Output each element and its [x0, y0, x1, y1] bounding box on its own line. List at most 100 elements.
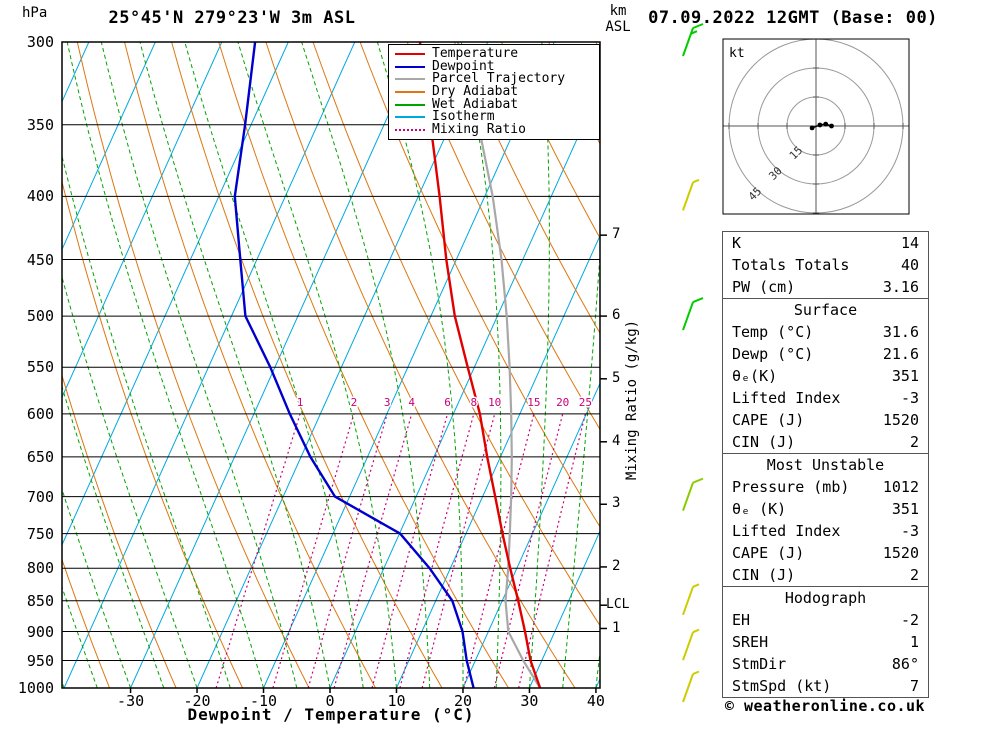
sounding-curves — [233, 42, 542, 688]
table-row-value: 31.6 — [882, 323, 919, 341]
pressure-tick-label: 900 — [26, 622, 54, 641]
table-row-label: Pressure (mb) — [732, 478, 850, 496]
table-row-value: 1520 — [882, 544, 919, 562]
table-row-label: CAPE (J) — [732, 411, 805, 429]
table-row-value: 7 — [909, 677, 919, 695]
station-title: 25°45'N 279°23'W 3m ASL — [108, 8, 356, 28]
table-row: Pressure (mb) 1012 — [723, 476, 928, 498]
stats-table: K 14 Totals Totals 40 PW (cm) 3.16 Surface Temp… — [722, 231, 929, 698]
legend-label: Mixing Ratio — [432, 121, 526, 137]
table-section-title: Surface — [793, 301, 858, 319]
temp-tick-label: -10 — [249, 692, 278, 710]
table-row-label: CIN (J) — [732, 566, 796, 584]
table-row-label: K — [732, 234, 742, 252]
mixing-ratio-value-label: 15 — [527, 396, 540, 409]
table-row-label: θₑ (K) — [732, 500, 787, 518]
wet-adiabat-line — [100, 42, 298, 688]
lcl-label: LCL — [606, 597, 630, 613]
table-row-label: θₑ(K) — [732, 367, 778, 385]
table-row-value: 40 — [900, 256, 919, 274]
isotherm-line — [196, 42, 489, 688]
table-row-value: 2 — [909, 566, 919, 584]
hodograph-point — [823, 121, 829, 127]
legend-swatch-isotherm — [395, 116, 425, 119]
wet-adiabat-line — [62, 275, 198, 688]
temperature-curve — [418, 42, 542, 688]
wind-barb — [682, 628, 700, 661]
mixing-ratio-value-label: 1 — [297, 396, 304, 409]
pressure-tick-label: 600 — [26, 404, 54, 423]
hodograph-unit-label: kt — [729, 46, 745, 61]
mixing-ratio-value-label: 6 — [444, 396, 451, 409]
dry-adiabat-line — [453, 42, 600, 335]
legend: Temperature Dewpoint Parcel Trajectory Dry … — [388, 44, 600, 141]
run-datetime-title: 07.09.2022 12GMT (Base: 00) — [648, 8, 938, 28]
table-section: K 14 Totals Totals 40 PW (cm) 3.16 — [722, 231, 929, 299]
table-row: StmSpd (kt) 7 — [723, 675, 928, 697]
hodograph-ring-label: 15 — [787, 144, 806, 163]
table-section-title: Hodograph — [784, 589, 867, 607]
footer-credit: © weatheronline.co.uk — [724, 697, 926, 715]
wet-adiabat-line — [62, 385, 165, 688]
pressure-tick-label: 550 — [26, 358, 54, 377]
table-row-label: SREH — [732, 633, 769, 651]
table-row: PW (cm) 3.16 — [723, 276, 928, 298]
wet-adiabat-line — [528, 42, 550, 688]
table-row: θₑ (K) 351 — [723, 498, 928, 520]
table-row-label: StmSpd (kt) — [732, 677, 832, 695]
table-row-value: 2 — [909, 433, 919, 451]
legend-item: Dewpoint — [395, 58, 599, 74]
legend-item: Dry Adiabat — [395, 85, 599, 99]
wind-barb — [682, 178, 700, 211]
mixing-ratio-line — [272, 413, 355, 688]
table-row: EH -2 — [723, 609, 928, 631]
mixing-ratio-value-label: 8 — [470, 396, 477, 409]
hodograph-box — [722, 38, 910, 215]
table-row-value: -3 — [900, 522, 919, 540]
table-row: K 14 — [723, 232, 928, 254]
table-row: Lifted Index -3 — [723, 387, 928, 409]
km-tick-label: 3 — [612, 495, 621, 512]
table-row-label: Totals Totals — [732, 256, 850, 274]
legend-label: Parcel Trajectory — [432, 71, 566, 87]
legend-item: Mixing Ratio — [395, 121, 599, 137]
wet-adiabat-line — [237, 42, 397, 688]
mixing-ratio-value-label: 2 — [351, 396, 358, 409]
table-row: SREH 1 — [723, 631, 928, 653]
isotherm-line — [63, 42, 356, 688]
table-section: Most Unstable Pressure (mb) 1012 θₑ (K) 351 L… — [722, 453, 929, 587]
table-row: Lifted Index -3 — [723, 520, 928, 542]
km-tick-label: 5 — [612, 369, 621, 386]
isotherm-line — [528, 529, 600, 688]
km-tick-label: 1 — [612, 619, 621, 636]
mixing-ratio-value-label: 3 — [384, 396, 391, 409]
wet-adiabat-line — [562, 247, 600, 688]
table-section: Surface Temp (°C) 31.6 Dewp (°C) 21.6 θₑ(K) 35… — [722, 298, 929, 454]
table-row-value: -3 — [900, 389, 919, 407]
legend-swatch-dewpoint — [395, 65, 425, 68]
mixing-ratio-line — [333, 413, 413, 688]
wet-adiabat-line — [301, 42, 431, 688]
legend-label: Dewpoint — [432, 58, 495, 74]
table-row-value: 1520 — [882, 411, 919, 429]
mixing-ratio-value-label: 10 — [488, 396, 501, 409]
mixing-ratio-line — [371, 413, 449, 688]
pressure-tick-label: 450 — [26, 250, 54, 269]
table-section: Hodograph EH -2 SREH 1 StmDir 86° StmSpd (kt) 7 — [722, 586, 929, 698]
pressure-tick-label: 400 — [26, 187, 54, 206]
pressure-tick-label: 500 — [26, 307, 54, 326]
legend-item: Isotherm — [395, 110, 599, 124]
legend-swatch-parcel — [395, 78, 425, 81]
temp-tick-label: -30 — [117, 692, 145, 710]
temp-tick-label: -20 — [183, 692, 211, 710]
mixing-ratio-value-label: 20 — [556, 396, 569, 409]
table-row-value: -2 — [900, 611, 919, 629]
wet-adiabat-line — [460, 42, 502, 688]
wind-barb — [682, 297, 704, 331]
pressure-tick-label: 350 — [26, 115, 54, 134]
wind-barb — [682, 23, 704, 57]
table-row-label: Temp (°C) — [732, 323, 814, 341]
dewpoint-curve — [233, 42, 475, 688]
table-row-value: 86° — [891, 655, 919, 673]
pressure-tick-label: 700 — [26, 487, 54, 506]
